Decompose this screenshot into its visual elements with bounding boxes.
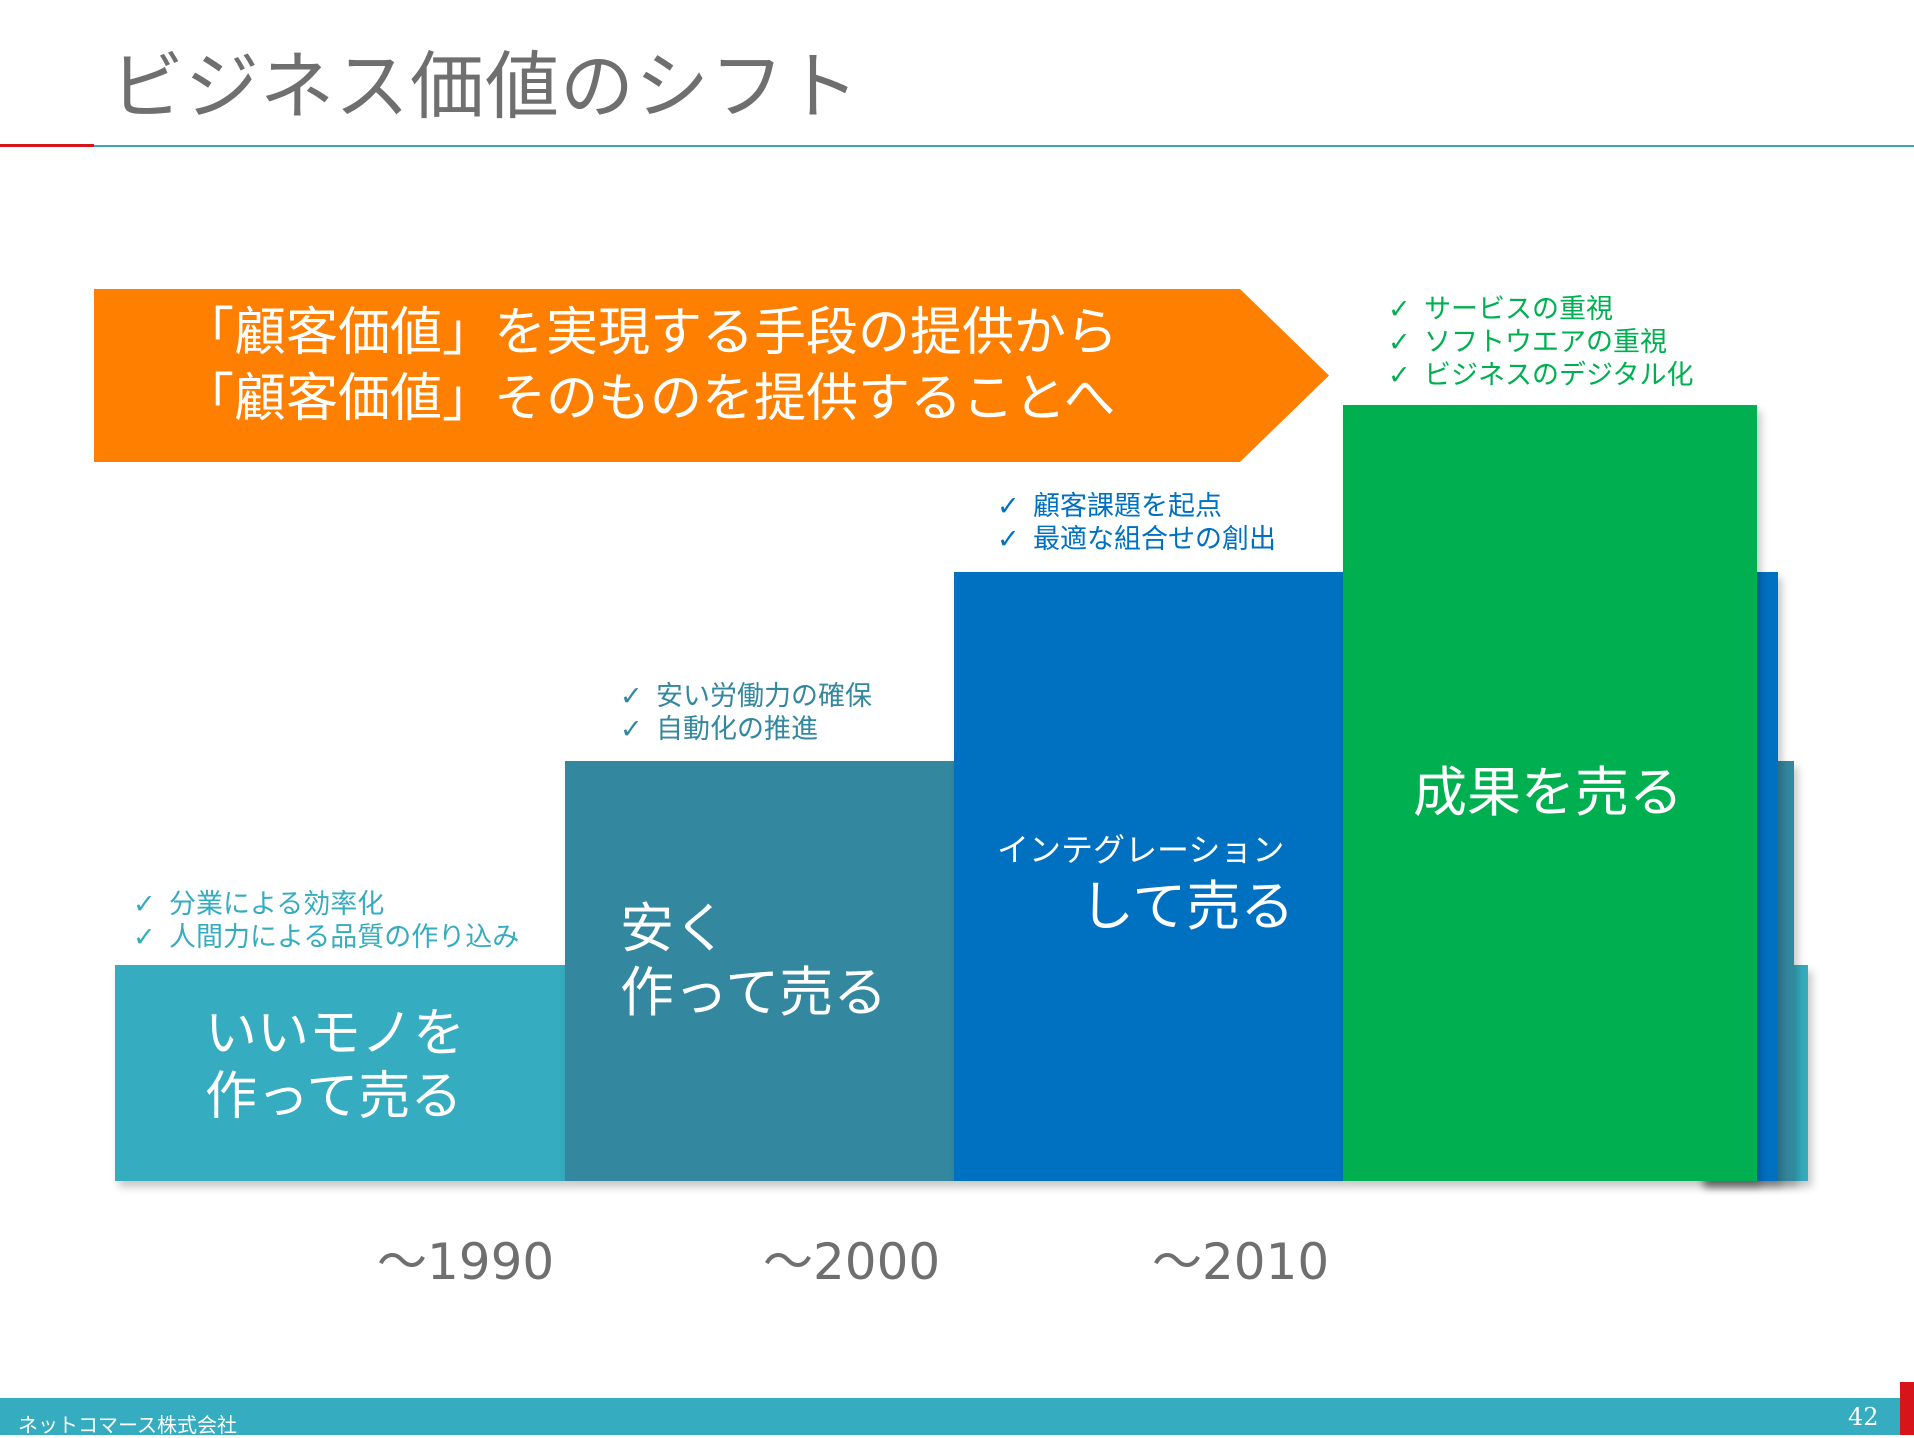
title-underline (94, 145, 1914, 147)
step1-checklist: ✓ 分業による効率化 ✓ 人間力による品質の作り込み (133, 888, 519, 954)
banner-line-2: 「顧客価値」そのものを提供することへ (182, 369, 1116, 429)
page-title: ビジネス価値のシフト (110, 44, 860, 130)
step3-label-line2: して売る (1080, 875, 1295, 938)
step3-checklist: ✓ 顧客課題を起点 ✓ 最適な組合せの創出 (997, 490, 1276, 556)
step-1990 (115, 965, 565, 1181)
check-icon: ✓ (997, 491, 1020, 522)
footer-accent (1900, 1382, 1914, 1435)
page-number: 42 (1848, 1403, 1879, 1431)
checklist-item: ✓ 分業による効率化 (133, 889, 385, 920)
step1-label-line1: いいモノを (205, 1004, 466, 1064)
check-icon: ✓ (1388, 360, 1411, 391)
step4-label: 成果を売る (1413, 761, 1683, 824)
checklist-item: ✓ 自動化の推進 (620, 714, 818, 745)
step-2000 (565, 761, 954, 1181)
footer-bar (0, 1398, 1914, 1435)
checklist-item: ✓ 安い労働力の確保 (620, 681, 872, 712)
banner-text: 「顧客価値」を実現する手段の提供から 「顧客価値」そのものを提供することへ (182, 300, 1118, 432)
step2-label: 安く 作って売る (620, 897, 887, 1025)
year-label-2000: ～2000 (763, 1233, 941, 1291)
banner-arrow (94, 289, 1329, 462)
company-name: ネットコマース株式会社 (18, 1413, 237, 1437)
step1-label: いいモノを 作って売る (205, 1003, 465, 1129)
step2-label-line1: 安く (620, 897, 728, 960)
step2-label-line2: 作って売る (620, 961, 888, 1024)
checklist-item: ✓ ソフトウエアの重視 (1388, 327, 1667, 358)
step4-checklist: ✓ サービスの重視 ✓ ソフトウエアの重視 ✓ ビジネスのデジタル化 (1388, 293, 1693, 392)
check-icon: ✓ (997, 524, 1020, 555)
checklist-item: ✓ ビジネスのデジタル化 (1388, 360, 1694, 391)
step-future (1343, 405, 1757, 1181)
checklist-item: ✓ 顧客課題を起点 (997, 491, 1222, 522)
check-icon: ✓ (1388, 327, 1411, 358)
check-icon: ✓ (1388, 294, 1411, 325)
step1-label-line2: 作って売る (205, 1067, 463, 1127)
step2-checklist: ✓ 安い労働力の確保 ✓ 自動化の推進 (620, 680, 872, 746)
step3-label-line1: インテグレーション (997, 831, 1285, 869)
check-icon: ✓ (620, 681, 643, 712)
check-icon: ✓ (620, 714, 643, 745)
check-icon: ✓ (133, 922, 156, 953)
year-label-1990: ～1990 (377, 1233, 555, 1291)
checklist-item: ✓ サービスの重視 (1388, 294, 1613, 325)
title-underline-accent (0, 144, 94, 147)
banner-line-1: 「顧客価値」を実現する手段の提供から (182, 303, 1119, 363)
checklist-item: ✓ 人間力による品質の作り込み (133, 922, 520, 953)
step-2010 (954, 572, 1343, 1181)
check-icon: ✓ (133, 889, 156, 920)
checklist-item: ✓ 最適な組合せの創出 (997, 524, 1276, 555)
year-label-2010: ～2010 (1152, 1233, 1330, 1291)
